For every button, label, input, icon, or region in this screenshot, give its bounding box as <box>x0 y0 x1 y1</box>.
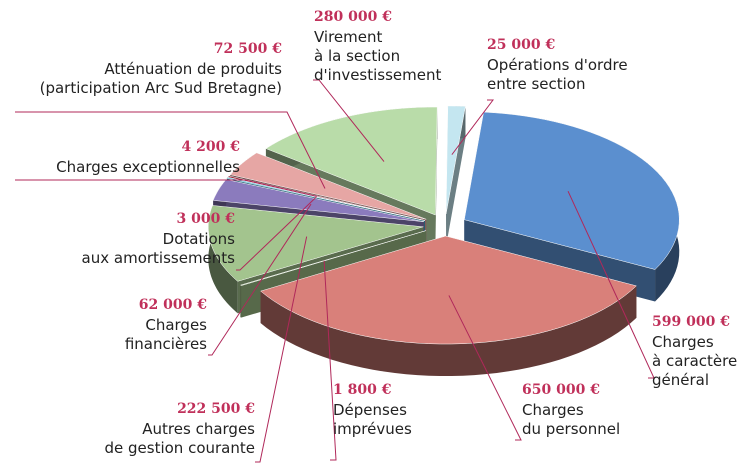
slice <box>226 177 425 221</box>
leader-line <box>255 236 308 463</box>
category-label: Dépenses imprévues <box>333 401 412 438</box>
leader-line <box>208 203 312 356</box>
value-label: 3 000 € <box>176 211 235 227</box>
leader-line <box>323 260 337 461</box>
slice-face <box>446 106 466 246</box>
slice <box>229 152 427 220</box>
value-label: 599 000 € <box>652 314 730 330</box>
value-label: 25 000 € <box>487 37 556 53</box>
slice-side <box>240 285 242 318</box>
leader-line <box>236 196 317 271</box>
leader-line <box>451 99 495 155</box>
value-label: 62 000 € <box>138 297 207 313</box>
category-label: Opérations d'ordre entre section <box>487 56 628 93</box>
value-label: 280 000 € <box>314 9 392 25</box>
category-label: Charges exceptionnelles <box>56 158 240 176</box>
leader-line <box>15 111 326 189</box>
value-label: 72 500 € <box>213 41 282 57</box>
slice <box>208 205 424 282</box>
category-label: Autres charges de gestion courante <box>104 420 256 457</box>
category-label: Virement à la section d'investissement <box>314 28 442 84</box>
slice-side <box>260 285 637 377</box>
value-label: 1 800 € <box>333 382 392 398</box>
category-label: Atténuation de produits (participation A… <box>39 60 282 97</box>
slice <box>445 105 466 215</box>
category-label: Charges à caractère général <box>652 333 738 389</box>
category-label: Charges financières <box>124 316 207 353</box>
slice <box>265 106 438 216</box>
slice-side <box>208 205 238 314</box>
leader-line <box>313 79 385 162</box>
value-label: 4 200 € <box>181 139 240 155</box>
slice <box>212 179 425 222</box>
value-label: 222 500 € <box>177 401 255 417</box>
slice <box>239 230 427 286</box>
leader-line <box>567 190 655 379</box>
slice <box>260 235 637 345</box>
value-label: 650 000 € <box>522 382 600 398</box>
category-label: Charges du personnel <box>522 401 621 438</box>
leader-line <box>448 295 522 441</box>
category-label: Dotations aux amortissements <box>81 230 235 267</box>
leader-line <box>15 179 317 197</box>
slice <box>464 111 680 270</box>
